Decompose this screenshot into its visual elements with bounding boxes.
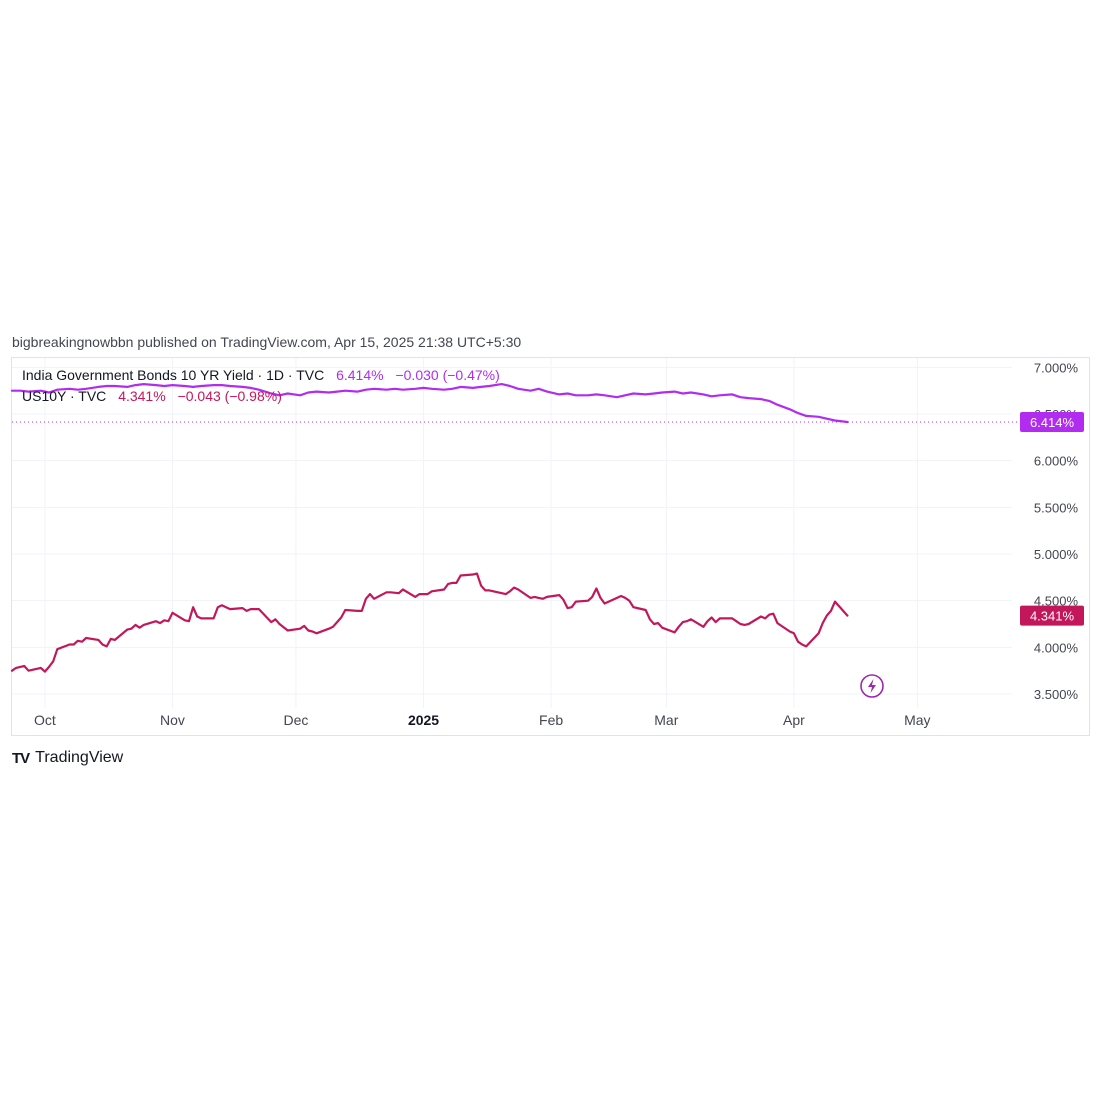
x-tick-label: 2025 [408, 712, 439, 728]
last-price-tag [1020, 605, 1084, 626]
tradingview-brand[interactable]: TV TradingView [12, 749, 123, 767]
x-tick-label: Mar [654, 712, 678, 728]
x-tick-label: Nov [160, 712, 185, 728]
y-tick-label: 5.500% [1034, 500, 1079, 515]
x-tick-label: May [904, 712, 930, 728]
legend-change: −0.043 (−0.98%) [177, 388, 282, 404]
last-price-label: 4.341% [1030, 609, 1075, 624]
last-price-label: 6.414% [1030, 415, 1075, 430]
legend-symbol: US10Y · TVC [22, 388, 107, 404]
y-tick-label: 7.000% [1034, 360, 1079, 375]
y-tick-label: 6.000% [1034, 454, 1079, 469]
chart-pane[interactable] [11, 357, 1090, 736]
tradingview-logo-icon: TV [12, 749, 30, 767]
x-tick-label: Feb [539, 712, 563, 728]
legend-value: 6.414% [336, 367, 384, 383]
y-tick-label: 3.500% [1034, 687, 1079, 702]
x-tick-label: Dec [283, 712, 308, 728]
brand-name: TradingView [35, 749, 124, 766]
y-tick-label: 5.000% [1034, 547, 1079, 562]
y-tick-label: 4.500% [1034, 594, 1079, 609]
india-yield-line [10, 383, 849, 424]
lightning-bolt-icon [868, 679, 876, 693]
published-caption: bigbreakingnowbbn published on TradingVi… [12, 334, 522, 350]
legend-us10y[interactable]: US10Y · TVC 4.341% −0.043 (−0.98%) [22, 388, 282, 404]
legend-symbol: India Government Bonds 10 YR Yield · 1D … [22, 367, 325, 383]
y-tick-label: 4.000% [1034, 640, 1079, 655]
legend-india-bond[interactable]: India Government Bonds 10 YR Yield · 1D … [22, 367, 500, 383]
legend-value: 4.341% [118, 388, 166, 404]
legend-change: −0.030 (−0.47%) [395, 367, 500, 383]
last-price-tag [1020, 412, 1084, 433]
x-tick-label: Apr [783, 712, 805, 728]
us10y-yield-line [10, 572, 849, 673]
x-tick-label: Oct [34, 712, 56, 728]
